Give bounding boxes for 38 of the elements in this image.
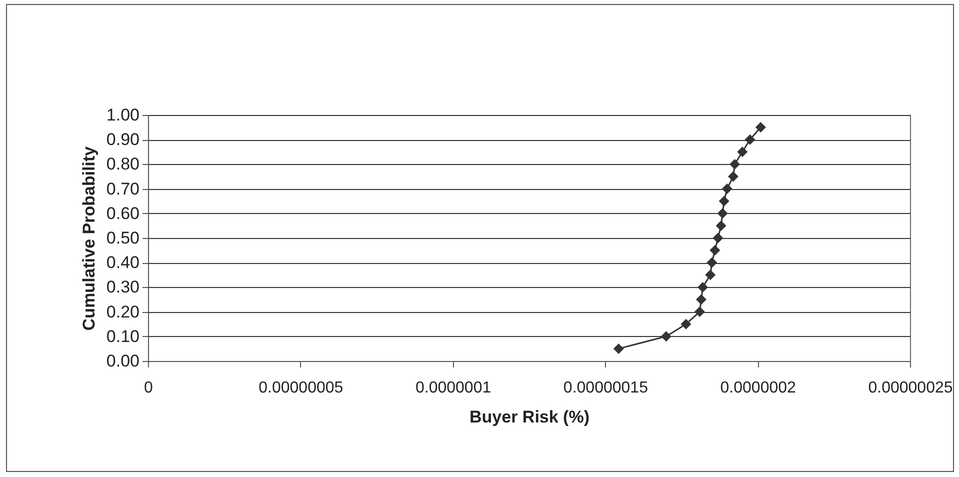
point xyxy=(697,282,708,292)
y-tick-label: 0.10 xyxy=(106,326,140,346)
x-tick-label: 0.0000002 xyxy=(720,380,796,396)
y-tick-label: 0.20 xyxy=(106,302,140,322)
x-tick-label: 0.00000005 xyxy=(258,380,344,396)
point xyxy=(729,158,740,170)
point xyxy=(722,184,732,194)
y-tick-label: 0.40 xyxy=(106,253,140,272)
point xyxy=(755,122,766,133)
point xyxy=(706,257,718,268)
y-tick-label: 0.80 xyxy=(106,154,140,174)
point xyxy=(660,331,672,342)
point xyxy=(744,134,756,145)
point xyxy=(716,220,726,231)
point xyxy=(717,208,728,219)
y-tick-label: 0.00 xyxy=(106,352,140,370)
point xyxy=(728,171,738,182)
x-tick-label: 0 xyxy=(144,380,154,396)
x-axis-title: Buyer Risk (%) xyxy=(470,408,590,426)
point xyxy=(718,196,730,206)
y-tick-label: 0.50 xyxy=(106,228,140,248)
x-tick-label: 0.00000015 xyxy=(563,380,648,396)
point xyxy=(694,306,705,318)
x-tick-label: 0.00000025 xyxy=(868,380,953,396)
point xyxy=(710,245,720,256)
point xyxy=(696,294,706,305)
point xyxy=(613,343,624,354)
y-tick-label: 1.00 xyxy=(106,106,140,124)
y-tick-label: 0.60 xyxy=(106,204,140,223)
x-tick-label: 0.0000001 xyxy=(415,380,492,396)
y-tick-label: 0.30 xyxy=(106,278,140,297)
point xyxy=(737,146,748,158)
y-tick-label: 0.90 xyxy=(106,130,140,150)
y-tick-label: 0.70 xyxy=(106,179,140,198)
point xyxy=(705,270,716,280)
point xyxy=(712,232,724,244)
y-axis-title: Cumulative Probability xyxy=(79,146,98,331)
point xyxy=(680,318,692,330)
